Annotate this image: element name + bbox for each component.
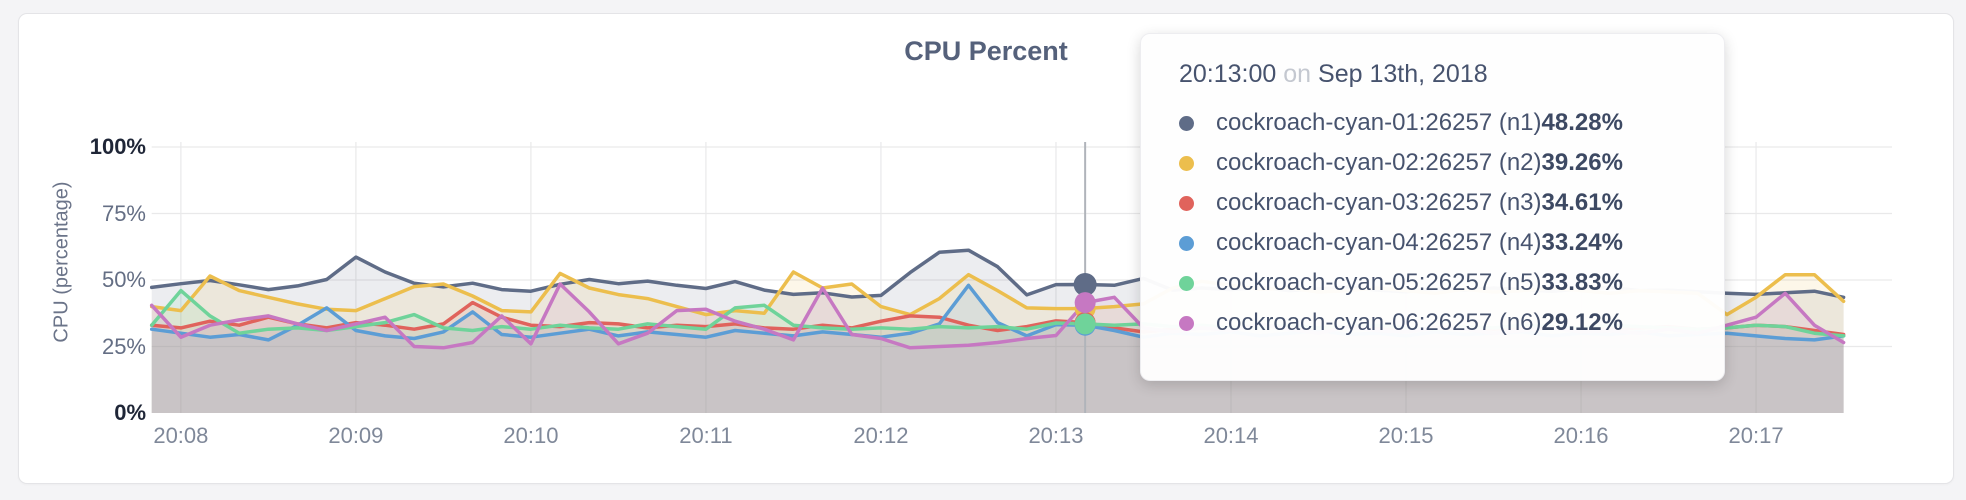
series-color-dot-icon bbox=[1179, 155, 1194, 171]
series-color-dot-icon bbox=[1179, 195, 1194, 211]
x-tick-label: 20:10 bbox=[503, 423, 559, 448]
series-color-dot-icon bbox=[1179, 115, 1194, 131]
chart-title: CPU Percent bbox=[904, 36, 1068, 66]
tooltip-series-label: cockroach-cyan-05:26257 (n5) bbox=[1216, 269, 1542, 296]
tooltip-row: cockroach-cyan-06:26257 (n6) 29.12% bbox=[1179, 303, 1686, 343]
x-tick-label: 20:09 bbox=[328, 423, 384, 448]
y-tick-label: 100% bbox=[89, 134, 146, 159]
tooltip-header: 20:13:00 on Sep 13th, 2018 bbox=[1179, 60, 1686, 89]
x-tick-label: 20:14 bbox=[1203, 423, 1259, 448]
tooltip-series-label: cockroach-cyan-06:26257 (n6) bbox=[1216, 309, 1542, 336]
tooltip-series-value: 33.83% bbox=[1541, 269, 1623, 296]
tooltip-series-value: 33.24% bbox=[1541, 229, 1623, 256]
tooltip-series-label: cockroach-cyan-02:26257 (n2) bbox=[1216, 149, 1542, 176]
x-tick-label: 20:13 bbox=[1028, 423, 1084, 448]
tooltip-row: cockroach-cyan-02:26257 (n2) 39.26% bbox=[1179, 143, 1686, 183]
tooltip-rows: cockroach-cyan-01:26257 (n1) 48.28% cockro… bbox=[1179, 103, 1686, 343]
tooltip-row: cockroach-cyan-03:26257 (n3) 34.61% bbox=[1179, 183, 1686, 223]
x-tick-label: 20:15 bbox=[1378, 423, 1434, 448]
x-tick-label: 20:16 bbox=[1553, 423, 1609, 448]
x-tick-label: 20:17 bbox=[1728, 423, 1784, 448]
tooltip-series-label: cockroach-cyan-04:26257 (n4) bbox=[1216, 229, 1542, 256]
tooltip-time: 20:13:00 bbox=[1179, 60, 1277, 88]
tooltip-series-value: 34.61% bbox=[1541, 189, 1623, 216]
series-area-n5 bbox=[151, 290, 1844, 413]
y-tick-label: 25% bbox=[101, 333, 146, 359]
y-tick-label: 50% bbox=[101, 267, 146, 292]
tooltip-series-label: cockroach-cyan-03:26257 (n3) bbox=[1216, 189, 1542, 216]
tooltip-series-value: 39.26% bbox=[1541, 149, 1623, 176]
y-tick-label: 0% bbox=[114, 400, 146, 425]
series-color-dot-icon bbox=[1179, 235, 1194, 251]
hover-dot-n5 bbox=[1074, 313, 1096, 335]
hover-dot-n1 bbox=[1073, 273, 1097, 297]
tooltip-date: Sep 13th, 2018 bbox=[1318, 60, 1488, 88]
hover-tooltip: 20:13:00 on Sep 13th, 2018 cockroach-cya… bbox=[1140, 33, 1725, 381]
tooltip-series-label: cockroach-cyan-01:26257 (n1) bbox=[1216, 109, 1542, 136]
tooltip-row: cockroach-cyan-05:26257 (n5) 33.83% bbox=[1179, 263, 1686, 303]
x-tick-label: 20:11 bbox=[679, 423, 733, 448]
tooltip-series-value: 29.12% bbox=[1541, 309, 1623, 336]
tooltip-row: cockroach-cyan-04:26257 (n4) 33.24% bbox=[1179, 223, 1686, 263]
x-tick-label: 20:08 bbox=[153, 423, 209, 448]
y-tick-label: 75% bbox=[101, 200, 146, 226]
tooltip-row: cockroach-cyan-01:26257 (n1) 48.28% bbox=[1179, 103, 1686, 143]
tooltip-series-value: 48.28% bbox=[1541, 109, 1623, 136]
hover-dot-n6 bbox=[1074, 292, 1096, 314]
series-color-dot-icon bbox=[1179, 315, 1194, 331]
tooltip-conjunction: on bbox=[1283, 60, 1312, 88]
series-area-n4 bbox=[151, 285, 1844, 413]
x-tick-label: 20:12 bbox=[853, 423, 909, 448]
series-color-dot-icon bbox=[1179, 275, 1194, 291]
